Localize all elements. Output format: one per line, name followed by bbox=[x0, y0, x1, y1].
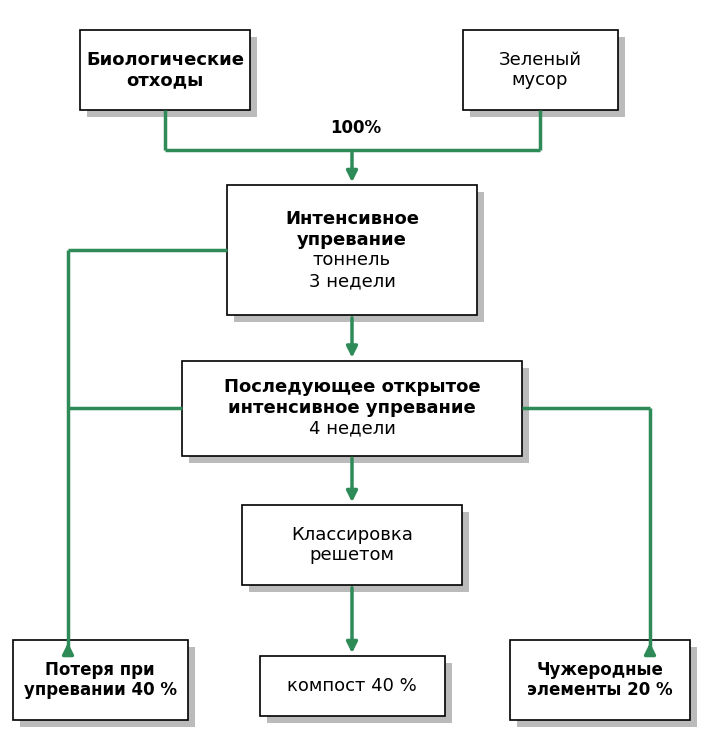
Text: мусор: мусор bbox=[512, 72, 568, 90]
Bar bbox=[517, 647, 697, 727]
Bar bbox=[12, 640, 187, 720]
Bar bbox=[242, 505, 462, 585]
Bar bbox=[234, 192, 484, 322]
Bar bbox=[87, 37, 257, 117]
Text: 4 недели: 4 недели bbox=[309, 420, 396, 438]
Bar bbox=[19, 647, 195, 727]
Text: упревание: упревание bbox=[297, 231, 407, 248]
Bar bbox=[510, 640, 690, 720]
Bar bbox=[182, 360, 522, 456]
Text: 3 недели: 3 недели bbox=[309, 272, 396, 290]
Text: Чужеродные: Чужеродные bbox=[536, 662, 663, 680]
Text: интенсивное упревание: интенсивное упревание bbox=[228, 399, 476, 417]
Text: компост 40 %: компост 40 % bbox=[287, 677, 417, 695]
Bar bbox=[227, 185, 477, 315]
Text: Классировка: Классировка bbox=[291, 526, 413, 544]
Bar bbox=[470, 37, 625, 117]
Bar bbox=[249, 512, 469, 592]
Text: Зеленый: Зеленый bbox=[498, 51, 582, 69]
Bar bbox=[266, 663, 452, 723]
Text: Последующее открытое: Последующее открытое bbox=[224, 378, 480, 396]
Bar bbox=[259, 656, 444, 716]
Text: элементы 20 %: элементы 20 % bbox=[527, 680, 673, 698]
Text: упревании 40 %: упревании 40 % bbox=[24, 680, 177, 698]
Text: Интенсивное: Интенсивное bbox=[285, 210, 419, 228]
Text: решетом: решетом bbox=[309, 546, 394, 565]
Bar bbox=[189, 368, 529, 463]
Text: Потеря при: Потеря при bbox=[45, 662, 155, 680]
Bar bbox=[80, 30, 250, 110]
Text: отходы: отходы bbox=[126, 72, 204, 90]
Text: Биологические: Биологические bbox=[86, 51, 244, 69]
Text: тоннель: тоннель bbox=[313, 251, 391, 269]
Bar bbox=[462, 30, 617, 110]
Text: 100%: 100% bbox=[330, 119, 381, 137]
